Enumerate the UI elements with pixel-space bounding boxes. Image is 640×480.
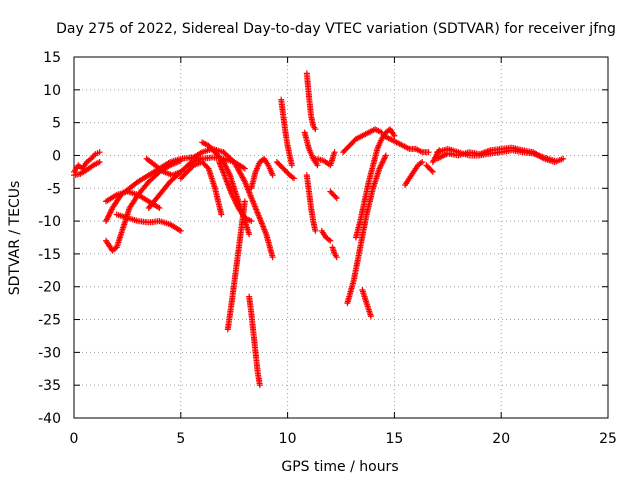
data-series [143, 155, 184, 179]
data-point [301, 129, 321, 169]
data-series [273, 159, 298, 182]
data-point [143, 155, 184, 179]
data-series [177, 159, 225, 218]
y-tick-label: 0 [52, 148, 61, 164]
y-tick-label: -25 [38, 313, 61, 329]
data-series [312, 149, 338, 169]
data-series [248, 155, 276, 192]
grid-lines [74, 57, 608, 418]
data-point [359, 287, 374, 320]
data-point [103, 188, 163, 211]
data-series [113, 211, 184, 234]
data-point [188, 145, 276, 261]
data-series [246, 293, 263, 389]
y-tick-label: -30 [38, 345, 61, 361]
data-point [423, 162, 436, 175]
data-point [71, 149, 103, 175]
y-tick-label: -5 [47, 181, 61, 197]
data-series [329, 244, 340, 261]
data-point [380, 132, 432, 156]
data-series [103, 188, 163, 211]
data-point [71, 159, 103, 179]
data-point [318, 227, 334, 244]
data-series [434, 144, 567, 166]
data-point [246, 293, 263, 389]
chart-title: Day 275 of 2022, Sidereal Day-to-day VTE… [56, 21, 616, 37]
data-series [344, 152, 389, 307]
data-series [278, 96, 295, 169]
y-tick-label: -35 [38, 378, 61, 394]
data-point [177, 159, 225, 218]
data-series [303, 70, 319, 133]
x-tick-label: 25 [599, 431, 617, 447]
y-tick-label: -40 [38, 411, 61, 427]
data-point [329, 244, 340, 261]
y-tick-label: 15 [43, 50, 61, 66]
data-series [188, 145, 276, 261]
x-tick-label: 20 [492, 431, 510, 447]
data-point [278, 96, 295, 169]
data-point [340, 126, 385, 156]
y-tick-label: -15 [38, 247, 61, 263]
plot-frame [73, 56, 609, 419]
data-point [327, 188, 340, 202]
data-point [273, 159, 298, 182]
data-point [103, 154, 206, 225]
data-point [312, 149, 338, 169]
data-series [327, 188, 340, 202]
data-point [113, 211, 184, 234]
axis-ticks: 0 5 10 15 20 25 15 10 5 0 -5 -10 -15 -20 -25 -30 -35 -40 [38, 50, 617, 447]
x-tick-label: 15 [385, 431, 403, 447]
data-series [402, 159, 426, 188]
x-axis-label: GPS time / hours [281, 459, 398, 475]
data-point [352, 126, 398, 241]
data-point [303, 172, 319, 234]
data-series [318, 227, 334, 244]
x-tick-label: 10 [279, 431, 297, 447]
data-series [103, 154, 206, 225]
data-point [224, 198, 248, 333]
data-series [359, 287, 374, 320]
y-tick-label: -10 [38, 214, 61, 230]
data-point [248, 155, 276, 192]
data-point [344, 152, 389, 307]
y-axis-label: SDTVAR / TECUs [7, 181, 23, 296]
data-point [434, 144, 567, 166]
y-tick-label: 10 [43, 83, 61, 99]
data-series [224, 198, 248, 333]
y-tick-label: -20 [38, 280, 61, 296]
data-point [402, 159, 426, 188]
y-tick-label: 5 [52, 116, 61, 132]
x-tick-label: 5 [176, 431, 185, 447]
data-series [380, 132, 432, 156]
data-series [303, 172, 319, 234]
data-series [71, 159, 103, 179]
data-series [340, 126, 385, 156]
data-series [352, 126, 398, 241]
data-point [303, 70, 319, 133]
x-tick-label: 0 [70, 431, 79, 447]
data-series [429, 147, 443, 166]
data-point [429, 147, 443, 166]
data-marks [71, 70, 567, 389]
data-series [71, 149, 103, 175]
data-series [301, 129, 321, 169]
data-series [423, 162, 436, 175]
